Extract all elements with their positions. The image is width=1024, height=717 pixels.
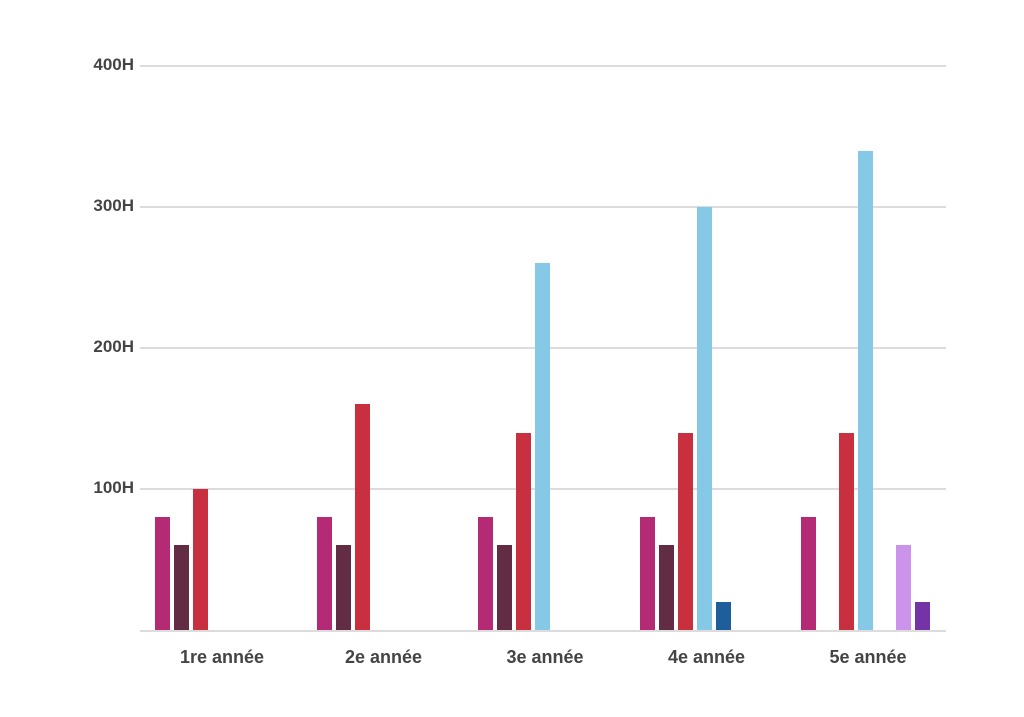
- bar: [896, 545, 911, 630]
- x-tick-label: 4e année: [667, 647, 746, 667]
- y-tick-label: 400H: [93, 55, 134, 74]
- bar: [354, 404, 370, 630]
- x-tick-label: 2e année: [344, 647, 423, 667]
- bar: [915, 601, 930, 630]
- bar: [535, 263, 550, 630]
- bar: [516, 432, 531, 630]
- bar: [335, 545, 351, 630]
- bar: [839, 432, 854, 630]
- bar: [696, 207, 712, 630]
- bar: [858, 150, 873, 630]
- bar: [801, 517, 816, 630]
- gridline: [140, 206, 946, 208]
- y-tick-label: 300H: [93, 196, 134, 215]
- y-tick-label: 200H: [93, 337, 134, 356]
- bar: [658, 545, 674, 630]
- bar: [639, 517, 655, 630]
- bar: [715, 601, 731, 630]
- x-tick-label: 1re année: [179, 647, 265, 667]
- bar: [155, 517, 170, 630]
- bar: [497, 545, 512, 630]
- bar: [478, 517, 493, 630]
- x-tick-label: 3e année: [506, 647, 584, 667]
- bar: [193, 489, 208, 630]
- bar: [316, 517, 332, 630]
- y-tick-label: 100H: [93, 478, 134, 497]
- x-axis-baseline: [140, 630, 946, 632]
- x-tick-label: 5e année: [829, 647, 907, 667]
- gridline: [140, 65, 946, 67]
- bar: [174, 545, 189, 630]
- bar: [677, 432, 693, 630]
